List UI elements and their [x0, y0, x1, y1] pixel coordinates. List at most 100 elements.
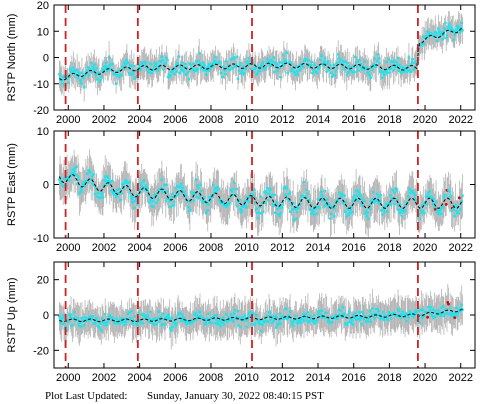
- up-data-point: [433, 308, 436, 312]
- north-data-point: [242, 72, 246, 75]
- east-data-point: [131, 195, 135, 199]
- north-data-point: [172, 72, 176, 76]
- north-data-point: [369, 76, 373, 80]
- up-event-lines: [64, 262, 419, 368]
- east-data-point: [320, 193, 324, 197]
- east-data-point: [184, 194, 188, 198]
- up-data-point: [415, 310, 419, 314]
- east-xtick-label: 2012: [270, 242, 294, 254]
- north-data-point: [425, 34, 429, 38]
- north-data-point: [343, 60, 347, 63]
- east-data-point: [279, 211, 283, 215]
- east-data-point: [128, 191, 132, 195]
- up-data-point: [366, 320, 370, 324]
- up-data-point: [148, 317, 151, 321]
- east-data-point: [273, 193, 276, 197]
- up-data-point: [353, 311, 357, 315]
- north-data-point: [82, 85, 86, 89]
- north-ylabel: RSTP North (mm): [6, 14, 18, 102]
- north-data-point: [85, 69, 89, 73]
- north-data-point: [320, 54, 324, 58]
- up-xtick-label: 2018: [377, 372, 401, 384]
- up-data-point: [320, 309, 324, 312]
- north-data-point: [278, 61, 282, 64]
- east-xtick-label: 2008: [199, 242, 223, 254]
- east-data-point: [240, 209, 244, 212]
- footer-label: Plot Last Updated:: [45, 390, 128, 402]
- north-data-point: [125, 58, 129, 62]
- north-data-point: [284, 59, 288, 63]
- north-data-point: [150, 71, 154, 75]
- up-data-point: [204, 322, 208, 326]
- north-data-point: [161, 59, 165, 62]
- up-data-point: [225, 312, 228, 316]
- north-ytick-label: 20: [37, 0, 49, 12]
- north-data-point: [189, 63, 193, 67]
- up-data-point: [386, 318, 390, 322]
- up-data-point: [441, 304, 445, 308]
- east-data-point: [162, 183, 166, 187]
- north-data-point: [160, 55, 164, 59]
- up-panel: -20 0 20 2000 2002 2004 2006 2008 2010 2012 2014 20…: [6, 261, 476, 384]
- up-data-point: [95, 316, 98, 320]
- north-data-point: [437, 27, 440, 31]
- up-data-point: [199, 314, 203, 318]
- east-data-point: [103, 175, 107, 179]
- north-data-point: [409, 70, 412, 74]
- north-data-point: [279, 75, 283, 79]
- north-data-point: [266, 57, 269, 60]
- east-data-points: [58, 165, 464, 222]
- up-data-point: [336, 317, 339, 321]
- north-data-point: [334, 69, 338, 73]
- east-data-point: [428, 190, 432, 194]
- up-data-point: [277, 322, 280, 326]
- east-data-point: [252, 188, 256, 192]
- east-data-point: [110, 179, 114, 183]
- up-data-point: [389, 317, 393, 320]
- north-data-point: [157, 66, 161, 70]
- east-data-point: [356, 199, 359, 202]
- up-data-point: [405, 319, 408, 323]
- north-data-point: [407, 56, 411, 59]
- east-data-point: [321, 196, 325, 199]
- up-data-point: [308, 314, 312, 318]
- north-data-point: [264, 66, 268, 69]
- up-data-point: [168, 317, 172, 320]
- up-data-point: [292, 320, 296, 323]
- north-data-point: [330, 75, 334, 78]
- north-data-point: [275, 63, 279, 67]
- north-data-point: [298, 67, 302, 71]
- north-data-point: [219, 71, 223, 75]
- north-data-point: [258, 69, 262, 73]
- north-data-point: [336, 53, 340, 56]
- north-data-point: [273, 70, 276, 74]
- east-data-point: [93, 192, 97, 196]
- east-data-point: [257, 211, 261, 215]
- east-data-point: [145, 186, 149, 190]
- up-data-point: [253, 322, 257, 325]
- up-data-point: [288, 310, 292, 313]
- east-ytick-label: 0: [43, 180, 49, 192]
- east-data-point: [263, 201, 267, 205]
- up-data-point: [58, 315, 61, 318]
- east-data-point: [207, 203, 210, 207]
- up-data-point: [376, 307, 380, 311]
- north-ytick-label: -20: [33, 105, 49, 117]
- north-data-point: [58, 74, 62, 78]
- north-xtick-label: 2016: [341, 114, 365, 126]
- north-data-point: [294, 64, 298, 68]
- north-data-point: [207, 69, 210, 73]
- east-xtick-label: 2002: [92, 242, 116, 254]
- north-data-point: [307, 59, 311, 62]
- up-data-point: [58, 317, 62, 321]
- north-data-point: [144, 61, 148, 65]
- up-data-point: [214, 318, 218, 322]
- up-data-point: [183, 316, 186, 320]
- up-model-curve: [59, 308, 463, 323]
- east-data-point: [351, 199, 355, 203]
- north-data-point: [104, 61, 108, 65]
- north-data-point: [388, 71, 391, 74]
- east-data-point: [266, 186, 269, 190]
- north-data-point: [171, 69, 175, 73]
- east-data-point: [165, 190, 169, 194]
